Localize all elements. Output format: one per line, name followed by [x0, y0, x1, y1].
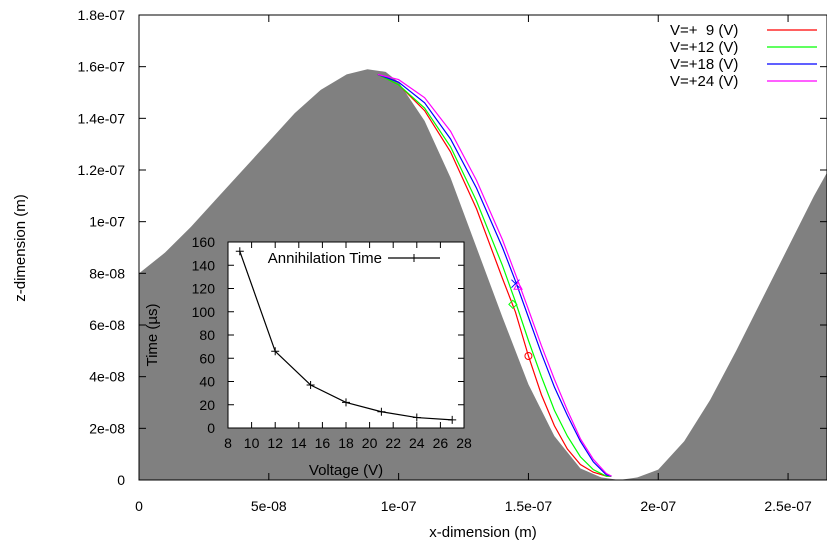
y-tick-label: 1e-07	[89, 214, 125, 230]
inset-y-tick-label: 100	[192, 304, 216, 320]
inset-y-tick-label: 60	[199, 350, 215, 366]
inset-y-axis-title: Time (µs)	[144, 303, 161, 366]
inset-data-point	[377, 407, 386, 416]
inset-chart: 8 10 12 14 16 18 20 22 24 26 28 0 20 40 60 80 100 120 140…	[144, 234, 472, 479]
legend-label-3: V=+24 (V)	[670, 73, 738, 90]
inset-data-point	[448, 415, 457, 424]
legend-label-2: V=+18 (V)	[670, 56, 738, 73]
series-line-0	[377, 73, 612, 477]
inset-y-tick-label: 40	[199, 374, 215, 390]
inset-y-tick-label: 20	[199, 397, 215, 413]
inset-x-axis-title: Voltage (V)	[309, 462, 383, 479]
y-tick-label: 1.8e-07	[78, 7, 126, 23]
y-tick-label: 6e-08	[89, 317, 125, 333]
inset-x-tick-label: 16	[315, 435, 331, 451]
inset-x-tick-label: 26	[433, 435, 449, 451]
y-tick-label: 1.6e-07	[78, 59, 126, 75]
inset-legend-marker	[410, 254, 418, 262]
main-plot-frame	[138, 14, 827, 481]
inset-x-tick-label: 18	[338, 435, 354, 451]
x-tick-label: 0	[135, 498, 143, 514]
x-tick-label: 1.5e-07	[505, 498, 553, 514]
main-x-axis-title: x-dimension (m)	[429, 524, 537, 541]
y-tick-label: 8e-08	[89, 265, 125, 281]
inset-legend: Annihilation Time	[268, 250, 440, 267]
x-tick-label: 2.5e-07	[764, 498, 812, 514]
inset-data-point	[235, 247, 244, 256]
inset-x-tick-label: 24	[409, 435, 425, 451]
inset-y-tick-label: 80	[199, 327, 215, 343]
inset-data-point	[412, 413, 421, 422]
main-x-axis: 0 5e-08 1e-07 1.5e-07 2e-07 2.5e-07	[135, 15, 812, 514]
inset-legend-label: Annihilation Time	[268, 250, 382, 267]
inset-y-tick-label: 120	[192, 281, 216, 297]
inset-y-tick-label: 160	[192, 234, 216, 250]
main-legend: V=+ 9 (V)V=+12 (V)V=+18 (V)V=+24 (V)	[670, 22, 817, 90]
inset-x-tick-label: 8	[224, 435, 232, 451]
inset-x-tick-label: 28	[456, 435, 472, 451]
inset-data-point	[306, 380, 315, 389]
main-y-axis-title: z-dimension (m)	[12, 194, 29, 302]
inset-x-tick-label: 12	[267, 435, 283, 451]
inset-x-tick-label: 14	[291, 435, 307, 451]
inset-y-axis: 0 20 40 60 80 100 120 140 160	[192, 234, 464, 436]
series-line-3	[377, 73, 612, 477]
legend-label-0: V=+ 9 (V)	[670, 22, 738, 39]
inset-x-tick-label: 20	[362, 435, 378, 451]
inset-x-axis: 8 10 12 14 16 18 20 22 24 26 28	[224, 242, 472, 451]
series-line-2	[377, 73, 612, 477]
y-tick-label: 2e-08	[89, 420, 125, 436]
inset-data-point	[271, 347, 280, 356]
inset-data-point	[342, 398, 350, 407]
x-tick-label: 1e-07	[381, 498, 417, 514]
x-tick-label: 2e-07	[640, 498, 676, 514]
y-tick-label: 1.4e-07	[78, 110, 126, 126]
y-tick-label: 4e-08	[89, 369, 125, 385]
series-marker-0	[524, 352, 533, 360]
inset-background	[228, 242, 464, 428]
legend-label-1: V=+12 (V)	[670, 39, 738, 56]
inset-y-tick-label: 0	[207, 420, 215, 436]
series-marker-1	[508, 299, 518, 310]
series-line-1	[377, 73, 612, 477]
inset-y-tick-label: 140	[192, 257, 216, 273]
inset-x-tick-label: 22	[385, 435, 401, 451]
series-marker-3	[513, 281, 523, 290]
y-tick-label: 1.2e-07	[78, 162, 126, 178]
main-y-axis: 0 2e-08 4e-08 6e-08 8e-08 1e-07 1.2e-07 1.4e-07…	[78, 7, 827, 488]
inset-x-tick-label: 10	[244, 435, 260, 451]
x-tick-label: 5e-08	[251, 498, 287, 514]
y-tick-label: 0	[117, 472, 125, 488]
